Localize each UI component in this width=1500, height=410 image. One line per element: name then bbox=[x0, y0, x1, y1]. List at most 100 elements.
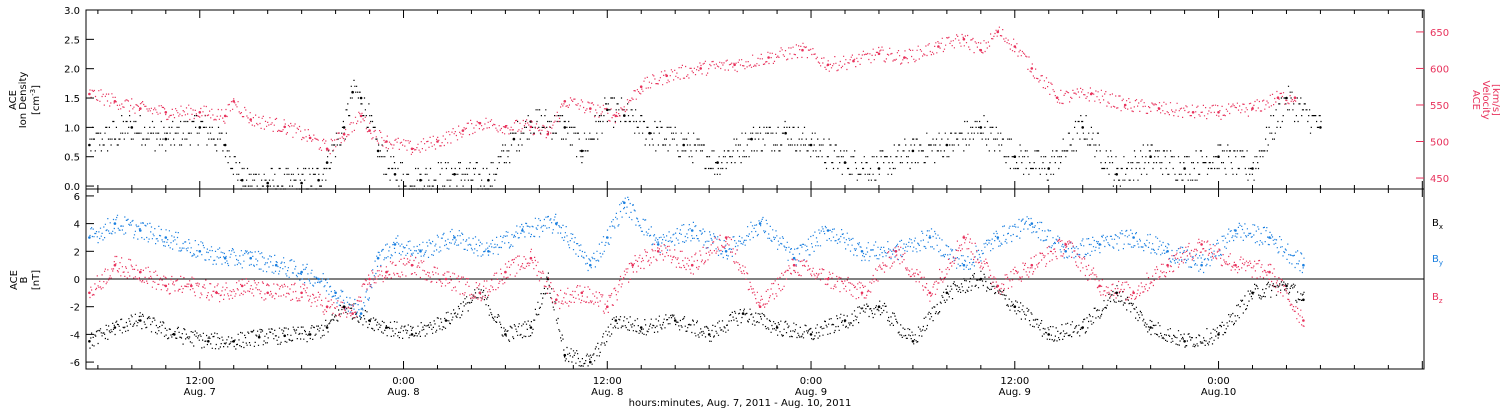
bz-point bbox=[139, 270, 142, 274]
velocity-point bbox=[283, 125, 287, 129]
bz-point bbox=[478, 291, 482, 295]
velocity-point bbox=[546, 132, 550, 136]
velocity-point bbox=[937, 45, 940, 48]
ion-density-point bbox=[359, 96, 363, 100]
bx-point bbox=[945, 291, 949, 295]
bz-point bbox=[300, 291, 303, 295]
ion-density-point bbox=[487, 178, 490, 182]
by-point bbox=[623, 201, 626, 205]
by-point bbox=[334, 291, 337, 295]
time-tick-label: 0:00 bbox=[392, 376, 414, 387]
ion-density-point bbox=[325, 161, 329, 164]
ion-density-point bbox=[716, 161, 719, 164]
by-dots bbox=[89, 196, 1305, 318]
velocity-point bbox=[88, 92, 91, 96]
y-tick-label: 2 bbox=[74, 247, 80, 258]
ion-density-point bbox=[606, 108, 609, 112]
velocity-point bbox=[342, 132, 346, 136]
bz-point bbox=[190, 284, 193, 288]
bx-point bbox=[673, 319, 677, 322]
bx-point bbox=[207, 340, 210, 343]
y-tick-label: 1.0 bbox=[64, 123, 80, 134]
bx-point bbox=[529, 326, 533, 329]
bz-point bbox=[88, 291, 91, 295]
ion-density-point bbox=[1081, 126, 1084, 129]
density-axis-label-line2: Ion Density bbox=[18, 72, 29, 129]
bottom-panel-marks bbox=[88, 196, 1305, 367]
legend-bz-sub: z bbox=[1439, 297, 1443, 305]
velocity-point bbox=[877, 52, 881, 56]
bx-point bbox=[113, 326, 117, 329]
velocity-axis-unit: [km/s] bbox=[1490, 84, 1500, 116]
bottom-time-ticks bbox=[97, 189, 1423, 369]
velocity-point bbox=[767, 56, 770, 59]
ion-density-point bbox=[164, 137, 168, 141]
by-point bbox=[139, 229, 142, 232]
ion-density-point bbox=[648, 131, 651, 135]
velocity-dots bbox=[89, 26, 1297, 155]
ion-density-point bbox=[1251, 167, 1254, 170]
by-point bbox=[860, 250, 864, 253]
by-point bbox=[223, 256, 227, 260]
date-tick-label: Aug. 8 bbox=[387, 387, 419, 398]
ion-density-point bbox=[682, 143, 685, 147]
bx-point bbox=[1047, 333, 1050, 336]
ion-density-point bbox=[809, 143, 813, 147]
by-point bbox=[996, 236, 1000, 239]
y-tick-label: 600 bbox=[1430, 64, 1449, 75]
velocity-point bbox=[852, 59, 855, 63]
ion-density-point bbox=[419, 178, 422, 182]
time-tick-label: 0:00 bbox=[800, 376, 822, 387]
y-tick-label: -2 bbox=[70, 303, 80, 314]
velocity-point bbox=[198, 111, 202, 114]
ion-density-point bbox=[1149, 155, 1152, 158]
velocity-point bbox=[1123, 103, 1127, 107]
ion-density-point bbox=[1217, 155, 1220, 158]
y-tick-label: -4 bbox=[70, 330, 80, 341]
date-tick-label: Aug. 7 bbox=[184, 387, 216, 398]
ion-density-point bbox=[563, 126, 567, 129]
ion-density-point bbox=[393, 173, 397, 176]
bx-point bbox=[1013, 305, 1017, 309]
bz-point bbox=[164, 284, 168, 288]
ion-density-point bbox=[1183, 167, 1186, 170]
ion-density-point bbox=[240, 178, 244, 182]
ion-density-point bbox=[376, 149, 380, 153]
by-point bbox=[1064, 250, 1067, 253]
bx-point bbox=[911, 340, 915, 343]
time-tick-label: 12:00 bbox=[185, 376, 214, 387]
bx-point bbox=[1183, 340, 1186, 343]
time-tick-label: 12:00 bbox=[593, 376, 622, 387]
ion-density-point bbox=[750, 137, 753, 141]
velocity-point bbox=[801, 48, 804, 52]
by-point bbox=[88, 236, 91, 239]
by-point bbox=[1268, 236, 1271, 239]
y-tick-label: 0.5 bbox=[64, 153, 80, 164]
bx-point bbox=[1217, 333, 1220, 336]
velocity-point bbox=[1293, 96, 1297, 99]
time-tick-label: 12:00 bbox=[1000, 376, 1029, 387]
by-point bbox=[164, 236, 168, 239]
by-point bbox=[487, 250, 490, 253]
ion-density-point bbox=[300, 181, 303, 185]
bx-point bbox=[1302, 298, 1305, 302]
by-point bbox=[113, 222, 117, 225]
bx-point bbox=[139, 319, 142, 322]
by-point bbox=[1302, 263, 1305, 267]
bx-point bbox=[410, 333, 414, 336]
y-tick-label: 500 bbox=[1430, 138, 1449, 149]
bx-point bbox=[88, 340, 91, 343]
bz-point bbox=[266, 291, 270, 295]
bx-point bbox=[504, 333, 507, 336]
y-tick-label: 450 bbox=[1430, 174, 1449, 185]
bx-point bbox=[257, 335, 261, 339]
velocity-point bbox=[1030, 67, 1034, 70]
time-tick-label: 0:00 bbox=[1207, 376, 1229, 387]
bz-point bbox=[240, 284, 244, 288]
velocity-point bbox=[223, 114, 227, 118]
date-tick-label: Aug. 8 bbox=[591, 387, 623, 398]
by-point bbox=[724, 250, 728, 253]
bx-point bbox=[707, 333, 711, 336]
legend-bx-base: B bbox=[1432, 218, 1439, 229]
